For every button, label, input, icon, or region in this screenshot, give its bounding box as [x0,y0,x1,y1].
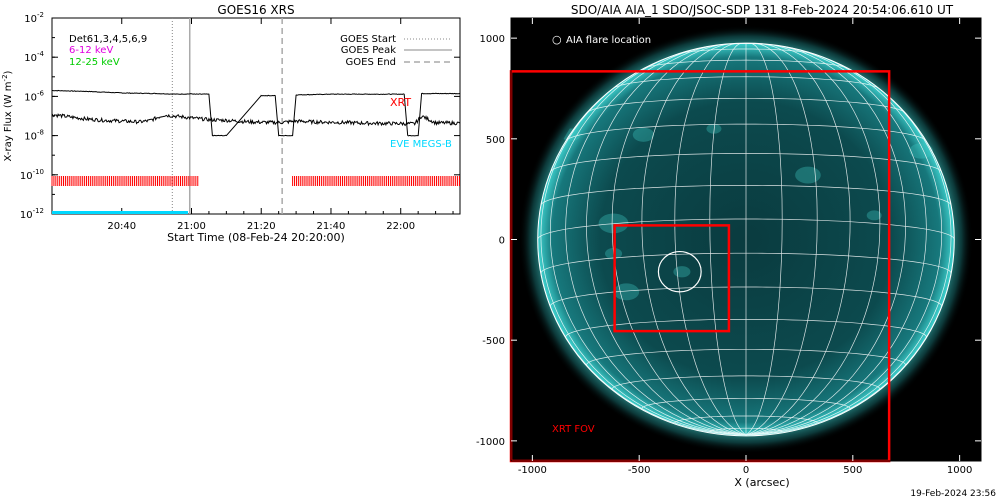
aia-x-tick-label: 1000 [947,465,972,476]
goes-legend-left: Det61,3,4,5,6,9 6-12 keV 12-25 keV [69,34,147,68]
aia-axes: -1000 -500 0 500 1000 -1000 -500 0 500 1000 [476,18,981,476]
x-tick-label: 21:20 [247,221,276,232]
aia-x-tick-label: -500 [628,465,651,476]
legend-goes-peak: GOES Peak [341,45,396,56]
y-tick-label: 10-10 [20,168,44,182]
legend-detectors: Det61,3,4,5,6,9 [69,34,147,45]
y-tick-label: 10-4 [24,50,44,64]
goes-title: GOES16 XRS [217,3,294,17]
goes-series-line [52,89,460,137]
goes-panel: GOES16 XRS 10-12 10-10 10-8 10-6 10-4 10-2 20… [1,3,461,244]
longitude-line [674,43,747,436]
bright-region [909,143,933,159]
xrt-fov-label: XRT FOV [552,424,595,435]
eve-coverage-bar [52,211,188,214]
longitude-line [745,73,952,436]
aia-x-tick-label: -1000 [518,465,547,476]
y-tick-label: 10-8 [24,129,44,143]
aia-y-tick-label: 500 [486,135,505,146]
aia-flare-location-circle [657,250,702,293]
aia-y-tick-label: -500 [482,336,505,347]
longitude-line [745,46,927,436]
x-tick-label: 21:00 [177,221,206,232]
longitude-line [540,73,747,436]
legend-goes-start: GOES Start [340,34,396,45]
y-tick-label: 10-6 [24,89,44,103]
goes-x-axis: 20:40 21:00 21:20 21:40 22:00 [68,18,454,232]
aia-legend-text: AIA flare location [566,35,651,46]
bright-region [613,283,640,301]
aia-legend: ○ AIA flare location [552,33,651,46]
longitude-line [565,46,747,436]
heliographic-grid [537,43,955,436]
aia-panel: SDO/AIA AIA_1 SDO/JSOC-SDP 131 8-Feb-202… [476,3,996,499]
eve-megs-b-label: EVE MEGS-B [390,139,452,150]
y-tick-label: 10-2 [24,11,44,25]
instrument-coverage [51,176,460,214]
longitude-line [745,51,943,436]
bright-region [866,210,882,221]
xrt-label: XRT [390,96,411,109]
longitude-line [641,43,747,436]
longitude-line [745,43,818,436]
goes-x-axis-label: Start Time (08-Feb-24 20:20:00) [167,231,345,244]
x-tick-label: 20:40 [107,221,136,232]
aia-y-tick-label: 1000 [480,34,505,45]
x-tick-label: 21:40 [317,221,346,232]
solar-limb [537,42,955,437]
legend-6-12kev: 6-12 keV [69,45,113,56]
goes-event-lines [171,18,283,214]
aia-y-tick-label: 0 [499,236,505,247]
longitude-line [745,43,851,436]
aia-y-tick-label: -1000 [476,437,505,448]
y-tick-label: 10-12 [20,207,44,221]
xrt-coverage-segment [292,176,460,186]
goes-series-line [52,113,460,127]
aia-image [509,25,974,463]
goes-y-axis: 10-12 10-10 10-8 10-6 10-4 10-2 [20,11,460,221]
legend-12-25kev: 12-25 keV [69,57,120,68]
aia-x-tick-label: 0 [743,465,749,476]
goes-series [52,89,460,137]
xrt-subfield-box [613,224,731,333]
longitude-line [586,45,747,436]
aia-x-tick-label: 500 [843,465,862,476]
bright-region [795,166,821,184]
aia-x-axis-label: X (arcsec) [734,476,789,489]
longitude-line [745,45,906,436]
bright-region [673,266,691,278]
longitude-line [745,43,881,436]
longitude-line [549,51,747,436]
legend-goes-end: GOES End [346,57,396,68]
x-tick-label: 22:00 [386,221,415,232]
timestamp-footer: 19-Feb-2024 23:56 [910,489,996,499]
xrt-coverage-segment [51,176,199,186]
longitude-line [611,43,747,436]
aia-title: SDO/AIA AIA_1 SDO/JSOC-SDP 131 8-Feb-202… [571,3,954,17]
bright-region [632,127,655,142]
aia-legend-marker: ○ [552,33,562,46]
goes-legend-right: GOES Start GOES Peak GOES End [340,34,452,68]
goes-y-axis-label: X-ray Flux (W m-2) [1,70,14,161]
